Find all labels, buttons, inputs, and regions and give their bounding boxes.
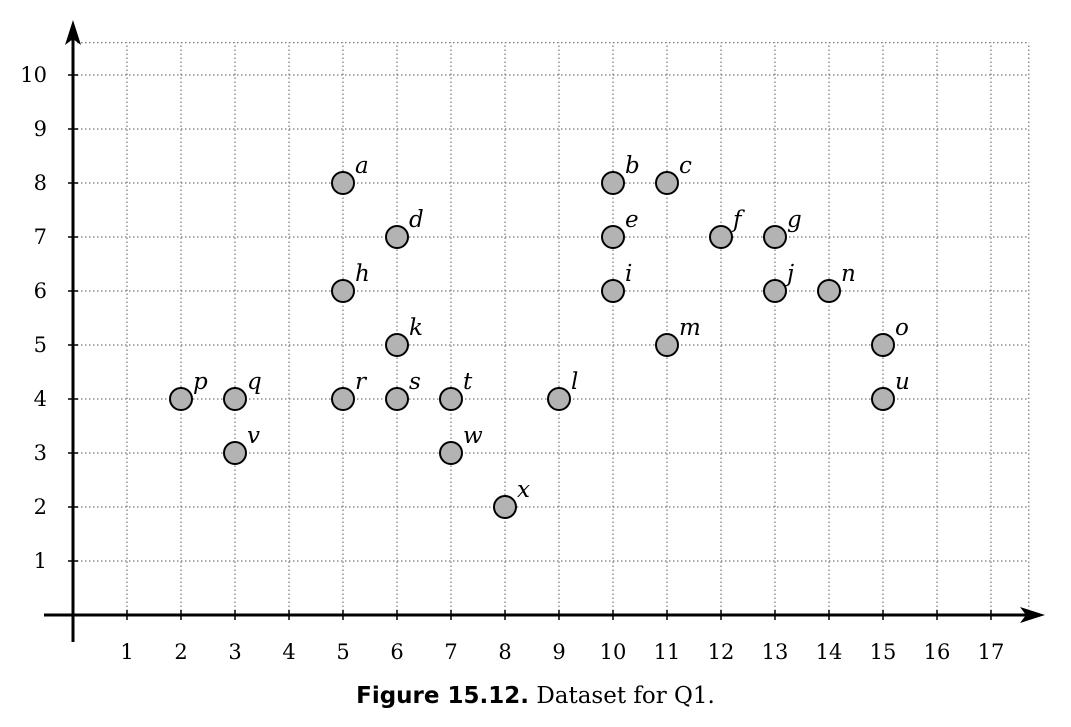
data-point-label: l bbox=[571, 369, 578, 395]
data-point bbox=[601, 171, 625, 195]
data-point bbox=[763, 279, 787, 303]
data-point bbox=[331, 279, 355, 303]
x-tick-label: 12 bbox=[708, 640, 735, 664]
data-point-label: r bbox=[355, 369, 368, 395]
x-tick-label: 1 bbox=[120, 640, 133, 664]
data-point bbox=[763, 225, 787, 249]
figure-caption: Figure 15.12. Dataset for Q1. bbox=[0, 683, 1071, 709]
data-point-label: k bbox=[409, 315, 423, 341]
data-point bbox=[439, 441, 463, 465]
data-point-label: p bbox=[193, 369, 208, 395]
data-point-label: g bbox=[787, 207, 802, 233]
data-point-label: f bbox=[731, 207, 745, 233]
data-point-label: w bbox=[463, 423, 483, 449]
x-tick-label: 3 bbox=[228, 640, 241, 664]
data-point bbox=[601, 279, 625, 303]
data-point-label: v bbox=[247, 423, 260, 449]
data-point bbox=[709, 225, 733, 249]
x-tick-label: 2 bbox=[174, 640, 187, 664]
caption-text: Dataset for Q1. bbox=[536, 683, 715, 709]
y-tick-label: 1 bbox=[34, 549, 47, 573]
data-point bbox=[547, 387, 571, 411]
data-point-label: u bbox=[895, 369, 910, 395]
data-point-label: a bbox=[355, 153, 369, 179]
data-point-label: b bbox=[625, 153, 640, 179]
data-point bbox=[871, 333, 895, 357]
data-point-label: e bbox=[625, 207, 639, 233]
x-tick-label: 13 bbox=[762, 640, 789, 664]
caption-number: Figure 15.12. bbox=[356, 683, 529, 709]
x-tick-label: 11 bbox=[654, 640, 681, 664]
x-tick-label: 16 bbox=[924, 640, 951, 664]
y-tick-label: 6 bbox=[34, 279, 47, 303]
data-point-label: t bbox=[463, 369, 473, 395]
data-point bbox=[331, 387, 355, 411]
data-point bbox=[601, 225, 625, 249]
data-point bbox=[817, 279, 841, 303]
data-point bbox=[439, 387, 463, 411]
data-point-label: m bbox=[679, 315, 701, 341]
data-point-label: q bbox=[247, 369, 262, 395]
y-axis-arrowhead bbox=[65, 20, 81, 45]
grid bbox=[73, 41, 1030, 615]
data-point-label: d bbox=[409, 207, 424, 233]
data-point-label: o bbox=[895, 315, 909, 341]
data-point-label: x bbox=[517, 477, 530, 503]
data-point bbox=[655, 333, 679, 357]
data-point-label: h bbox=[355, 261, 370, 287]
y-tick-label: 8 bbox=[34, 171, 47, 195]
data-point bbox=[223, 441, 247, 465]
x-tick-label: 10 bbox=[600, 640, 627, 664]
data-point bbox=[493, 495, 517, 519]
x-tick-label: 14 bbox=[816, 640, 843, 664]
x-tick-label: 17 bbox=[978, 640, 1005, 664]
y-tick-label: 5 bbox=[34, 333, 47, 357]
y-tick-label: 3 bbox=[34, 441, 47, 465]
axes bbox=[44, 20, 1045, 642]
data-point bbox=[385, 225, 409, 249]
x-tick-label: 8 bbox=[498, 640, 511, 664]
data-point bbox=[655, 171, 679, 195]
x-tick-label: 4 bbox=[282, 640, 295, 664]
data-point bbox=[871, 387, 895, 411]
x-tick-label: 9 bbox=[552, 640, 565, 664]
x-tick-label: 5 bbox=[336, 640, 349, 664]
y-tick-label: 10 bbox=[20, 63, 47, 87]
x-tick-label: 15 bbox=[870, 640, 897, 664]
data-point bbox=[385, 333, 409, 357]
y-tick-label: 9 bbox=[34, 117, 47, 141]
data-point bbox=[223, 387, 247, 411]
x-tick-label: 7 bbox=[444, 640, 457, 664]
data-point-label: s bbox=[409, 369, 421, 395]
x-tick-label: 6 bbox=[390, 640, 403, 664]
data-point bbox=[331, 171, 355, 195]
y-tick-label: 4 bbox=[34, 387, 47, 411]
data-point bbox=[385, 387, 409, 411]
data-point bbox=[169, 387, 193, 411]
data-point-label: n bbox=[841, 261, 856, 287]
data-point-label: c bbox=[679, 153, 692, 179]
y-tick-label: 7 bbox=[34, 225, 47, 249]
data-point-label: i bbox=[625, 261, 632, 287]
x-axis-arrowhead bbox=[1020, 607, 1045, 623]
y-tick-label: 2 bbox=[34, 495, 47, 519]
